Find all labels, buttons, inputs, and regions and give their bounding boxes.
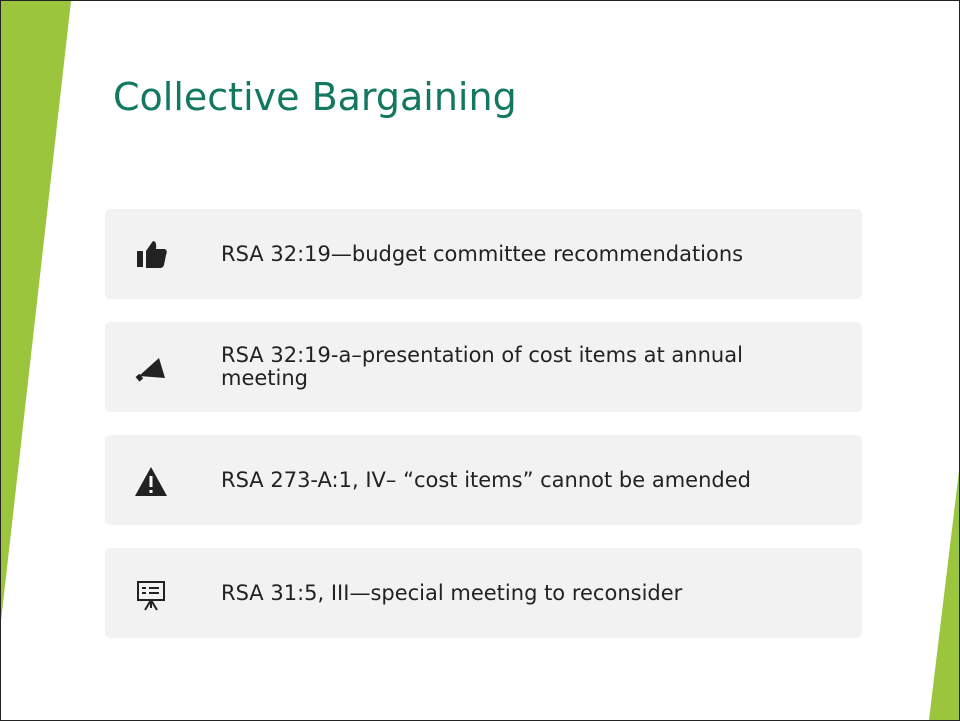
warning-icon xyxy=(135,467,167,496)
item-text: RSA 32:19-a–presentation of cost items a… xyxy=(221,343,743,390)
thumbs-up-icon xyxy=(137,241,167,268)
item-text: RSA 31:5, III—special meeting to reconsi… xyxy=(221,580,683,605)
list-item: RSA 32:19—budget committee recommendatio… xyxy=(105,209,862,299)
list-item: RSA 31:5, III—special meeting to reconsi… xyxy=(105,548,862,638)
slide-title: Collective Bargaining xyxy=(113,75,517,119)
item-text: RSA 273-A:1, IV– “cost items” cannot be … xyxy=(221,467,751,492)
item-text: RSA 32:19—budget committee recommendatio… xyxy=(221,241,744,266)
list-item: RSA 273-A:1, IV– “cost items” cannot be … xyxy=(105,435,862,525)
megaphone-icon xyxy=(135,358,165,382)
presentation-icon xyxy=(137,581,165,611)
list-item: RSA 32:19-a–presentation of cost items a… xyxy=(105,322,862,412)
